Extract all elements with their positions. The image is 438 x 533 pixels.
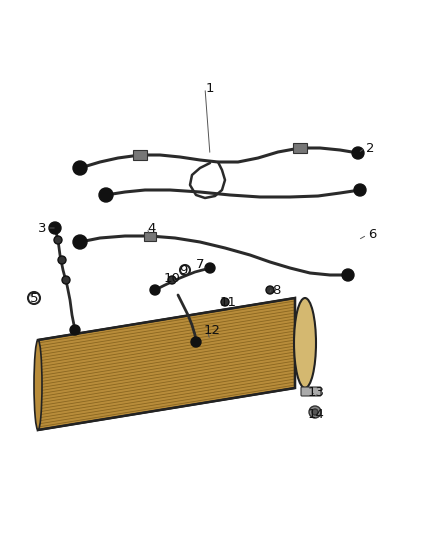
- Bar: [144, 231, 156, 240]
- Text: 14: 14: [307, 408, 325, 422]
- Text: 8: 8: [272, 284, 280, 296]
- Text: 3: 3: [38, 222, 46, 235]
- Circle shape: [54, 236, 62, 244]
- Circle shape: [150, 285, 160, 295]
- Circle shape: [342, 269, 354, 281]
- Text: 7: 7: [196, 259, 204, 271]
- FancyBboxPatch shape: [301, 387, 321, 396]
- Text: 11: 11: [219, 295, 237, 309]
- Polygon shape: [38, 298, 295, 430]
- Circle shape: [266, 286, 274, 294]
- Circle shape: [73, 161, 87, 175]
- Text: 4: 4: [148, 222, 156, 235]
- Text: 2: 2: [366, 141, 374, 155]
- Circle shape: [28, 292, 40, 304]
- Circle shape: [205, 263, 215, 273]
- Circle shape: [73, 235, 87, 249]
- Bar: [293, 143, 307, 153]
- Circle shape: [309, 406, 321, 418]
- Circle shape: [191, 337, 201, 347]
- Circle shape: [180, 265, 190, 275]
- Circle shape: [354, 184, 366, 196]
- Text: 12: 12: [204, 324, 220, 336]
- Circle shape: [58, 256, 66, 264]
- Circle shape: [312, 409, 318, 415]
- Text: 13: 13: [307, 385, 325, 399]
- Circle shape: [352, 147, 364, 159]
- Circle shape: [70, 325, 80, 335]
- Ellipse shape: [34, 340, 42, 430]
- Circle shape: [49, 222, 61, 234]
- Circle shape: [62, 276, 70, 284]
- Ellipse shape: [294, 298, 316, 388]
- Text: 10: 10: [163, 271, 180, 285]
- Circle shape: [221, 298, 229, 306]
- Text: 9: 9: [179, 263, 187, 277]
- Circle shape: [99, 188, 113, 202]
- Text: 6: 6: [368, 229, 376, 241]
- Circle shape: [168, 276, 176, 284]
- Text: 1: 1: [206, 82, 214, 94]
- Bar: [133, 150, 147, 160]
- Text: 5: 5: [30, 292, 38, 304]
